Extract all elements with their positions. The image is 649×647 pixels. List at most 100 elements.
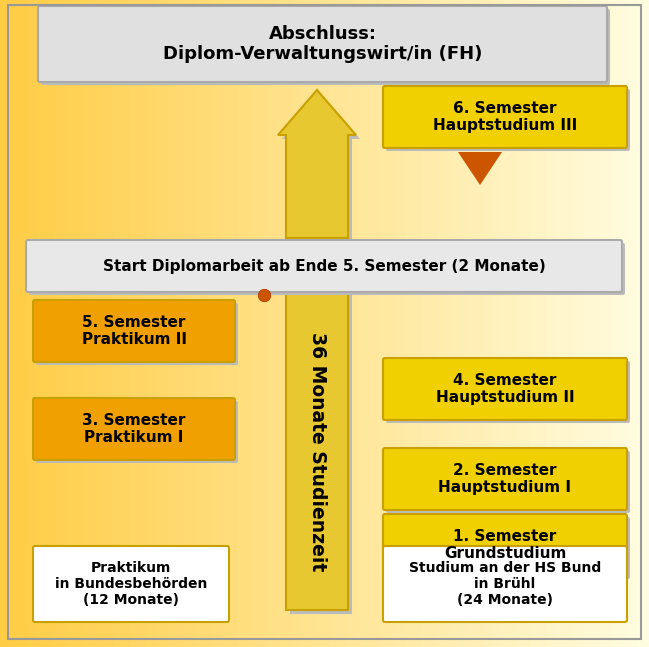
Bar [341, 0, 346, 647]
Bar [595, 0, 600, 647]
Bar [476, 0, 482, 647]
Bar [443, 0, 449, 647]
Bar [108, 0, 114, 647]
Polygon shape [282, 94, 360, 242]
Bar [400, 0, 406, 647]
Bar [417, 0, 422, 647]
Bar [411, 0, 417, 647]
Bar [471, 0, 476, 647]
FancyBboxPatch shape [33, 398, 235, 460]
Bar [254, 0, 260, 647]
Bar [125, 0, 130, 647]
Bar [362, 0, 368, 647]
Bar [92, 0, 97, 647]
Bar [584, 0, 589, 647]
Bar [216, 0, 222, 647]
Bar [178, 0, 184, 647]
Bar [552, 0, 557, 647]
Bar [557, 0, 563, 647]
Bar [519, 0, 524, 647]
Bar [243, 0, 249, 647]
Bar [287, 0, 292, 647]
Bar [514, 0, 519, 647]
Bar [389, 0, 395, 647]
FancyBboxPatch shape [386, 361, 630, 423]
Bar [336, 0, 341, 647]
Bar [135, 0, 141, 647]
Bar [644, 0, 649, 647]
Bar [568, 0, 573, 647]
Bar [406, 0, 411, 647]
Bar [622, 0, 628, 647]
Bar [173, 0, 178, 647]
Bar [195, 0, 200, 647]
Bar [308, 0, 313, 647]
Bar [319, 0, 324, 647]
FancyBboxPatch shape [33, 546, 229, 622]
Bar [395, 0, 400, 647]
Bar [330, 0, 336, 647]
Bar [368, 0, 373, 647]
Bar [535, 0, 541, 647]
FancyBboxPatch shape [386, 451, 630, 513]
Bar [459, 0, 465, 647]
Bar [546, 0, 552, 647]
Bar [281, 0, 287, 647]
Bar [422, 0, 427, 647]
Bar [638, 0, 644, 647]
Bar [190, 0, 195, 647]
Text: 2. Semester
Hauptstudium I: 2. Semester Hauptstudium I [439, 463, 572, 495]
Bar [103, 0, 108, 647]
Polygon shape [278, 90, 356, 238]
Bar [433, 0, 438, 647]
Bar [200, 0, 206, 647]
Bar [628, 0, 633, 647]
Bar [454, 0, 459, 647]
FancyBboxPatch shape [29, 243, 625, 295]
Text: 4. Semester
Hauptstudium II: 4. Semester Hauptstudium II [435, 373, 574, 405]
FancyBboxPatch shape [386, 517, 630, 579]
Bar [38, 0, 43, 647]
Bar [503, 0, 508, 647]
Text: Praktikum
in Bundesbehörden
(12 Monate): Praktikum in Bundesbehörden (12 Monate) [55, 561, 207, 607]
Bar [438, 0, 443, 647]
Bar [97, 0, 103, 647]
Bar [633, 0, 638, 647]
Bar [227, 0, 232, 647]
Bar [70, 0, 76, 647]
Bar [313, 0, 319, 647]
FancyBboxPatch shape [26, 240, 622, 292]
Bar [606, 0, 611, 647]
Bar [303, 0, 308, 647]
Bar [65, 0, 70, 647]
Bar [21, 0, 27, 647]
Bar [60, 0, 65, 647]
Text: 36 Monate Studienzeit: 36 Monate Studienzeit [308, 333, 326, 572]
Bar [114, 0, 119, 647]
Bar [297, 0, 303, 647]
Bar [611, 0, 617, 647]
FancyBboxPatch shape [383, 358, 627, 420]
Text: Studium an der HS Bund
in Brühl
(24 Monate): Studium an der HS Bund in Brühl (24 Mona… [409, 561, 601, 607]
Bar [286, 290, 348, 610]
Bar [324, 0, 330, 647]
Bar [86, 0, 92, 647]
Bar [352, 0, 357, 647]
Bar [32, 0, 38, 647]
FancyBboxPatch shape [383, 514, 627, 576]
Bar [292, 0, 297, 647]
Text: 3. Semester
Praktikum I: 3. Semester Praktikum I [82, 413, 186, 445]
Bar [151, 0, 157, 647]
FancyBboxPatch shape [38, 6, 607, 82]
Bar [617, 0, 622, 647]
Bar [157, 0, 162, 647]
Bar [167, 0, 173, 647]
Bar [184, 0, 190, 647]
FancyBboxPatch shape [41, 9, 610, 85]
Bar [232, 0, 238, 647]
Bar [211, 0, 216, 647]
Bar [271, 0, 276, 647]
Bar [11, 0, 16, 647]
Bar [482, 0, 487, 647]
Bar [206, 0, 211, 647]
